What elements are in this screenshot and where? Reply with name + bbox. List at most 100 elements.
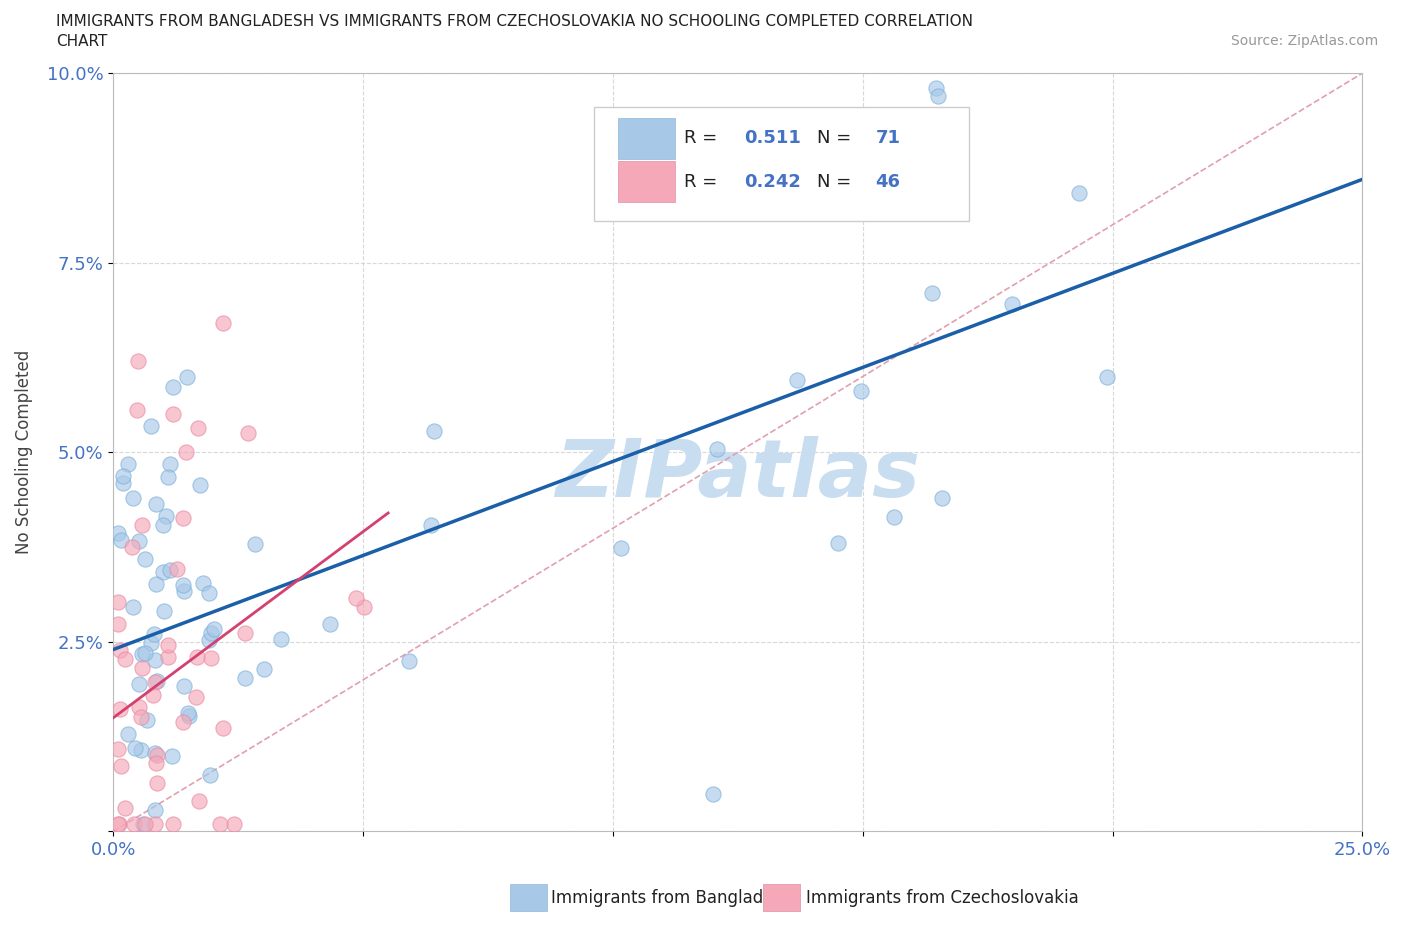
Point: [706, 442, 728, 457]
Point: [111, 468, 134, 483]
Point: [146, 776, 169, 790]
Point: [172, 510, 194, 525]
Point: [146, 748, 169, 763]
Point: [145, 674, 167, 689]
Point: [121, 539, 143, 554]
Point: [173, 679, 195, 694]
Point: [110, 701, 132, 716]
Point: [208, 817, 231, 831]
FancyBboxPatch shape: [595, 107, 969, 221]
Point: [159, 457, 181, 472]
Point: [198, 585, 221, 600]
Point: [143, 803, 166, 817]
Text: ZIPatlas: ZIPatlas: [555, 436, 921, 514]
Point: [145, 755, 167, 770]
Text: N =: N =: [817, 128, 856, 147]
Text: IMMIGRANTS FROM BANGLADESH VS IMMIGRANTS FROM CZECHOSLOVAKIA NO SCHOOLING COMPLE: IMMIGRANTS FROM BANGLADESH VS IMMIGRANTS…: [56, 14, 973, 29]
Point: [131, 646, 153, 661]
Point: [128, 700, 150, 715]
Point: [143, 674, 166, 689]
Point: [173, 583, 195, 598]
Text: 0.511: 0.511: [744, 128, 801, 147]
Point: [128, 534, 150, 549]
Point: [849, 383, 872, 398]
Point: [142, 626, 165, 641]
Point: [927, 88, 949, 103]
Point: [883, 510, 905, 525]
Point: [166, 562, 188, 577]
Point: [188, 794, 211, 809]
Point: [110, 533, 132, 548]
Point: [191, 576, 214, 591]
Point: [145, 577, 167, 591]
Point: [398, 653, 420, 668]
Point: [121, 600, 143, 615]
Point: [157, 470, 180, 485]
Point: [134, 817, 156, 831]
Point: [134, 551, 156, 566]
Point: [610, 540, 633, 555]
Point: [236, 426, 259, 441]
Point: [925, 81, 948, 96]
Y-axis label: No Schooling Completed: No Schooling Completed: [15, 351, 32, 554]
Point: [136, 712, 159, 727]
Point: [197, 633, 219, 648]
Point: [145, 497, 167, 512]
Point: [107, 594, 129, 609]
Point: [786, 373, 808, 388]
Point: [131, 518, 153, 533]
Point: [162, 407, 184, 422]
Point: [162, 749, 184, 764]
Point: [212, 316, 235, 331]
Text: N =: N =: [817, 173, 856, 191]
Text: 0.242: 0.242: [744, 173, 801, 191]
Point: [172, 578, 194, 592]
Point: [128, 676, 150, 691]
Text: R =: R =: [685, 128, 723, 147]
Point: [107, 817, 129, 831]
Point: [172, 714, 194, 729]
Point: [152, 565, 174, 579]
Point: [117, 726, 139, 741]
Point: [114, 651, 136, 666]
Point: [159, 563, 181, 578]
Point: [127, 403, 149, 418]
Point: [142, 688, 165, 703]
Point: [174, 445, 197, 459]
Text: Source: ZipAtlas.com: Source: ZipAtlas.com: [1230, 34, 1378, 48]
Point: [827, 536, 849, 551]
Point: [157, 650, 180, 665]
Point: [143, 653, 166, 668]
Point: [152, 518, 174, 533]
Point: [107, 525, 129, 540]
Point: [702, 786, 724, 801]
Point: [420, 517, 443, 532]
Point: [131, 817, 153, 831]
FancyBboxPatch shape: [619, 161, 675, 202]
Text: R =: R =: [685, 173, 723, 191]
Point: [186, 650, 208, 665]
Point: [129, 710, 152, 724]
Text: 46: 46: [876, 173, 900, 191]
Point: [270, 631, 292, 646]
Point: [1001, 297, 1024, 312]
Point: [827, 165, 849, 179]
Point: [1067, 185, 1090, 200]
Point: [131, 660, 153, 675]
Point: [245, 537, 267, 551]
Point: [318, 617, 340, 631]
Point: [233, 671, 256, 685]
Text: Immigrants from Bangladesh: Immigrants from Bangladesh: [551, 889, 793, 908]
Point: [143, 746, 166, 761]
Point: [162, 379, 184, 394]
Point: [233, 626, 256, 641]
Point: [222, 817, 245, 831]
Point: [114, 801, 136, 816]
Point: [200, 650, 222, 665]
Point: [921, 286, 943, 300]
Point: [344, 591, 367, 605]
Point: [122, 817, 145, 831]
Text: Immigrants from Czechoslovakia: Immigrants from Czechoslovakia: [806, 889, 1078, 908]
Text: 71: 71: [876, 128, 900, 147]
Point: [139, 418, 162, 433]
